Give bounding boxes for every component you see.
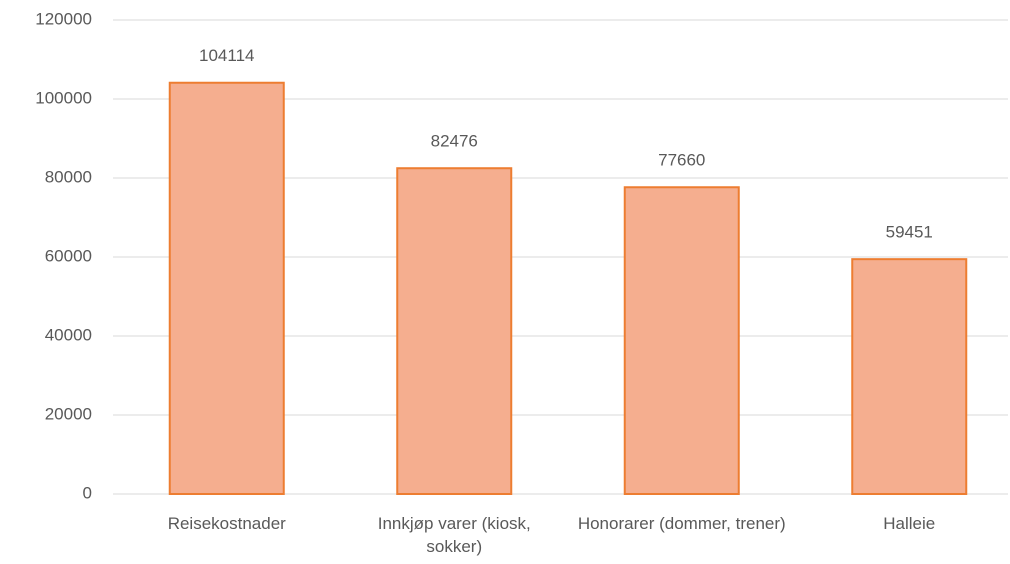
value-label: 77660: [658, 151, 705, 170]
bar: [623, 186, 740, 495]
y-tick-label: 100000: [35, 88, 92, 107]
x-tick-label: Reisekostnader: [167, 514, 286, 533]
y-tick-label: 60000: [45, 246, 92, 265]
bar: [851, 258, 968, 495]
y-tick-label: 40000: [45, 325, 92, 344]
y-tick-label: 120000: [35, 9, 92, 28]
x-tick-label: Innkjøp varer (kiosk, sokker): [377, 514, 531, 556]
value-label: 104114: [199, 46, 254, 65]
x-tick-label: Honorarer (dommer, trener): [577, 514, 786, 533]
y-tick-label: 0: [83, 483, 92, 502]
value-label: 82476: [431, 132, 478, 151]
x-tick-label: Halleie: [883, 514, 936, 533]
bar: [396, 167, 513, 496]
y-tick-label: 20000: [45, 404, 92, 423]
y-tick-label: 80000: [45, 167, 92, 186]
bar: [168, 81, 285, 496]
value-label: 59451: [886, 223, 933, 242]
